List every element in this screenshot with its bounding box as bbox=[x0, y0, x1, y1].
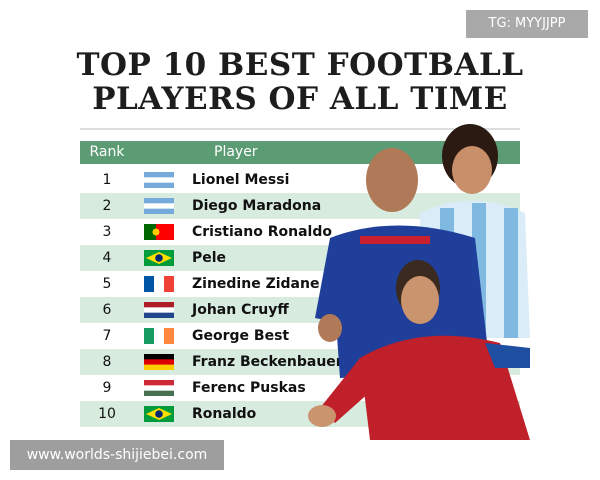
table-row: 9 Ferenc Puskas bbox=[80, 375, 520, 401]
rank-cell: 1 bbox=[102, 172, 112, 188]
rank-cell: 4 bbox=[102, 250, 112, 266]
rank-cell: 5 bbox=[102, 276, 112, 292]
player-cell: Johan Cruyff bbox=[192, 302, 289, 318]
header-cell: Player bbox=[214, 144, 258, 160]
title: TOP 10 BEST FOOTBALL PLAYERS OF ALL TIME bbox=[0, 48, 600, 116]
header-cell: Rank bbox=[89, 144, 125, 160]
table-row: 7 George Best bbox=[80, 323, 520, 349]
table-row: 1 Lionel Messi bbox=[80, 167, 520, 193]
flag bbox=[144, 172, 174, 188]
flag bbox=[144, 354, 174, 370]
flag bbox=[144, 224, 174, 240]
rank-cell: 2 bbox=[102, 198, 112, 214]
divider bbox=[80, 128, 520, 130]
flag bbox=[144, 380, 174, 396]
rank-cell: 9 bbox=[102, 380, 112, 396]
rank-cell: 6 bbox=[102, 302, 112, 318]
player-cell: Ferenc Puskas bbox=[192, 380, 306, 396]
player-cell: Lionel Messi bbox=[192, 172, 290, 188]
rank-cell: 7 bbox=[102, 328, 112, 344]
title-line: TOP 10 BEST FOOTBALL bbox=[76, 47, 524, 83]
player-cell: Diego Maradona bbox=[192, 198, 322, 214]
player-cell: Pele bbox=[192, 250, 227, 266]
rank-cell: 3 bbox=[102, 224, 112, 240]
player-cell: George Best bbox=[192, 328, 290, 344]
flag bbox=[144, 250, 174, 266]
title-line: PLAYERS OF ALL TIME bbox=[92, 81, 508, 117]
player-cell: Zinedine Zidane bbox=[192, 276, 320, 292]
flag bbox=[144, 328, 174, 344]
flag bbox=[144, 302, 174, 318]
player-cell: Franz Beckenbauer bbox=[192, 354, 343, 370]
flag bbox=[144, 276, 174, 292]
watermark: www.worlds-shijiebei.com bbox=[10, 440, 224, 470]
rank-cell: 10 bbox=[98, 406, 116, 422]
flag bbox=[144, 406, 174, 422]
table-row: 5 Zinedine Zidane bbox=[80, 271, 520, 297]
player-cell: Cristiano Ronaldo bbox=[192, 224, 332, 240]
table-row: 3 Cristiano Ronaldo bbox=[80, 219, 520, 245]
flag bbox=[144, 198, 174, 214]
player-cell: Ronaldo bbox=[192, 406, 257, 422]
player-photo bbox=[308, 124, 530, 440]
watermark: TG: MYYJJPP bbox=[466, 10, 588, 38]
rank-cell: 8 bbox=[102, 354, 112, 370]
